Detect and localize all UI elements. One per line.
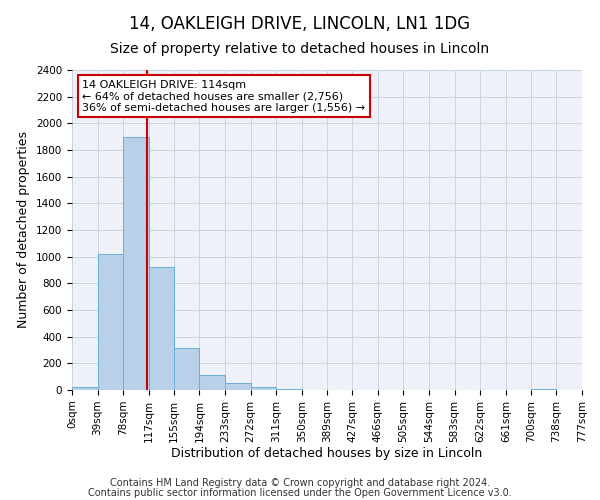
Bar (199, 376, 225, 390)
Text: Size of property relative to detached houses in Lincoln: Size of property relative to detached ho… (110, 42, 490, 56)
Bar (123, 136, 149, 390)
Bar (174, 348, 199, 390)
Text: Contains HM Land Registry data © Crown copyright and database right 2024.: Contains HM Land Registry data © Crown c… (110, 478, 490, 488)
Bar (72, 388, 98, 390)
Text: 14 OAKLEIGH DRIVE: 114sqm
← 64% of detached houses are smaller (2,756)
36% of se: 14 OAKLEIGH DRIVE: 114sqm ← 64% of detac… (82, 80, 365, 113)
X-axis label: Distribution of detached houses by size in Lincoln: Distribution of detached houses by size … (172, 448, 482, 460)
Bar (251, 388, 276, 390)
Text: 14, OAKLEIGH DRIVE, LINCOLN, LN1 1DG: 14, OAKLEIGH DRIVE, LINCOLN, LN1 1DG (130, 15, 470, 33)
Y-axis label: Number of detached properties: Number of detached properties (17, 132, 31, 328)
Bar (98, 254, 123, 390)
Text: Contains public sector information licensed under the Open Government Licence v3: Contains public sector information licen… (88, 488, 512, 498)
Bar (225, 384, 251, 390)
Bar (149, 268, 174, 390)
